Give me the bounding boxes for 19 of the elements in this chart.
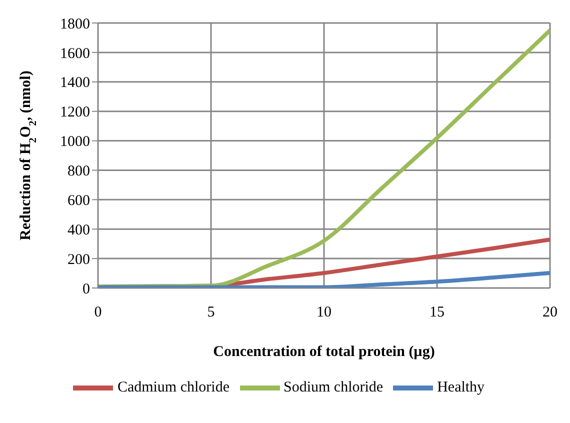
y-tick-label: 1400: [60, 75, 90, 92]
x-tick-label: 20: [542, 304, 558, 321]
y-tick-label: 1800: [60, 16, 90, 32]
y-tick-label: 400: [68, 222, 90, 238]
y-tick-label: 200: [68, 252, 90, 268]
y-tick-label: 1200: [60, 104, 90, 121]
x-tick-label: 0: [94, 304, 102, 321]
legend-label: Cadmium chloride: [117, 379, 230, 396]
y-tick-label: 1000: [60, 134, 90, 150]
x-tick-label: 15: [430, 304, 444, 321]
legend-label: Healthy: [437, 379, 485, 396]
y-tick-label: 1600: [60, 46, 90, 62]
y-tick-label: 0: [82, 281, 90, 298]
y-tick-label: 800: [68, 164, 90, 180]
legend-label: Sodium chloride: [284, 379, 384, 396]
x-tick-label: 5: [207, 304, 215, 321]
x-tick-label: 10: [316, 304, 332, 321]
y-tick-label: 600: [68, 192, 90, 209]
x-axis-title: Concentration of total protein (µg): [213, 344, 435, 360]
